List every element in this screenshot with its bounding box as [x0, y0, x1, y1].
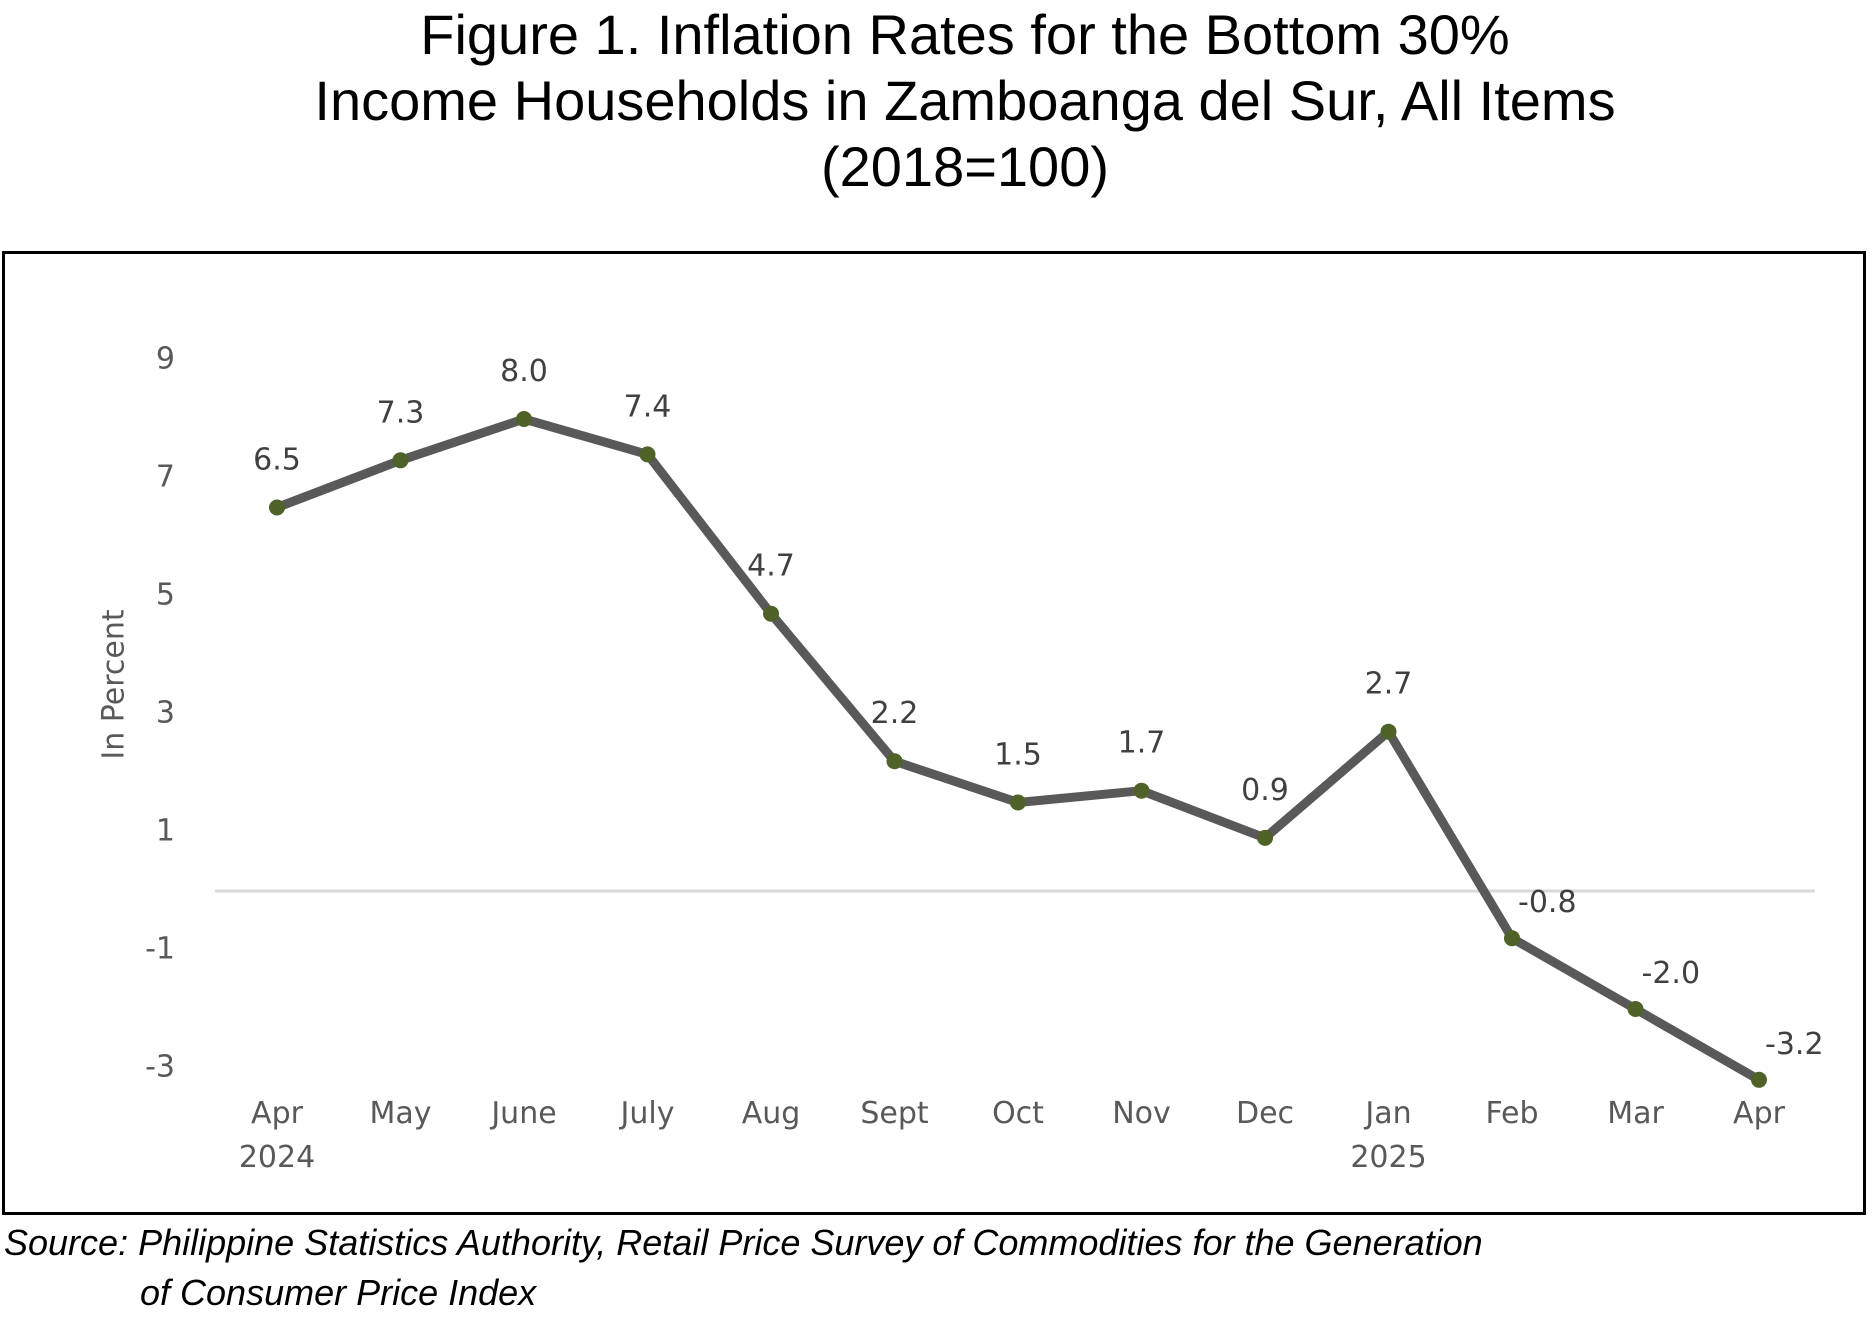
data-label: 1.7: [1118, 726, 1166, 761]
data-point: [1751, 1071, 1767, 1088]
data-point: [763, 605, 779, 622]
source-line-1: Source: Philippine Statistics Authority,…: [4, 1222, 1483, 1263]
data-label: -3.2: [1765, 1027, 1824, 1062]
chart-title-line-1: Figure 1. Inflation Rates for the Bottom…: [420, 3, 1510, 66]
x-tick-label: Apr: [1733, 1096, 1786, 1131]
x-tick-label: Jan: [1363, 1096, 1411, 1131]
data-label: -0.8: [1518, 885, 1577, 920]
chart-title: Figure 1. Inflation Rates for the Bottom…: [0, 2, 1874, 200]
y-tick-label: -1: [145, 932, 175, 967]
y-axis-title: In Percent: [97, 609, 132, 760]
y-tick-label: -3: [145, 1050, 175, 1085]
data-label: 1.5: [994, 738, 1042, 773]
data-point: [1257, 829, 1273, 846]
data-label: 0.9: [1241, 773, 1289, 808]
x-tick-label: Sept: [860, 1096, 929, 1131]
data-point: [269, 499, 285, 516]
chart-title-line-2: Income Households in Zamboanga del Sur, …: [314, 69, 1616, 132]
data-point: [639, 446, 656, 463]
data-label: 2.2: [871, 696, 919, 731]
data-point: [1627, 1001, 1644, 1017]
data-label: -2.0: [1642, 956, 1701, 991]
chart-title-line-3: (2018=100): [820, 135, 1109, 198]
data-point: [1504, 930, 1520, 947]
x-tick-label: Aug: [742, 1096, 801, 1131]
y-tick-label: 9: [156, 342, 175, 377]
x-tick-label: Oct: [992, 1096, 1044, 1131]
x-tick-year-label: 2025: [1350, 1140, 1426, 1175]
data-label: 2.7: [1365, 667, 1413, 702]
data-label: 7.3: [377, 395, 425, 430]
line-chart: In Percent 9 7 5 3 1 -1 -3 Apr 2024 May June July Aug…: [97, 342, 1824, 1176]
y-tick-label: 1: [156, 814, 175, 849]
source-line-2: of Consumer Price Index: [140, 1272, 537, 1313]
x-tick-label: Feb: [1485, 1096, 1538, 1131]
data-label: 8.0: [500, 354, 548, 389]
y-tick-label: 5: [156, 578, 175, 613]
x-tick-label: June: [489, 1096, 556, 1131]
data-point: [516, 411, 532, 427]
chart-frame: In Percent 9 7 5 3 1 -1 -3 Apr 2024 May June July Aug…: [2, 251, 1866, 1215]
data-point: [1380, 723, 1397, 740]
x-tick-label: May: [369, 1096, 431, 1131]
x-tick-label: July: [619, 1096, 675, 1131]
data-label: 6.5: [253, 443, 301, 478]
data-label: 4.7: [747, 549, 795, 584]
data-point: [1010, 794, 1026, 811]
source-note: Source: Philippine Statistics Authority,…: [4, 1218, 1483, 1318]
x-tick-label: Mar: [1607, 1096, 1664, 1131]
x-tick-year-label: 2024: [239, 1140, 315, 1175]
x-tick-label: Apr: [251, 1096, 304, 1131]
data-point: [392, 452, 409, 469]
y-tick-label: 3: [156, 696, 175, 731]
x-tick-label: Dec: [1236, 1096, 1294, 1131]
data-point: [886, 753, 903, 770]
y-tick-label: 7: [156, 460, 175, 495]
data-label: 7.4: [624, 389, 672, 424]
x-tick-label: Nov: [1112, 1096, 1171, 1131]
data-point: [1133, 782, 1150, 799]
